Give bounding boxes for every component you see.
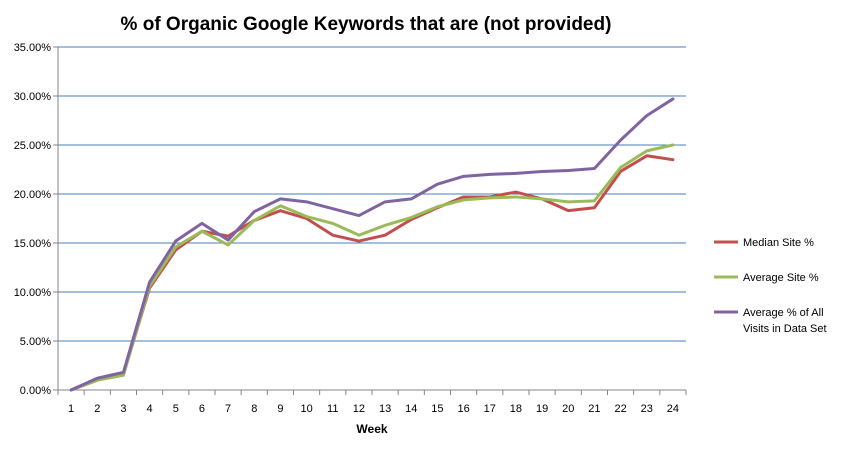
x-tick-label: 17 xyxy=(484,403,496,415)
axes xyxy=(53,46,687,395)
series-lines xyxy=(69,97,675,392)
series-line-2 xyxy=(69,143,675,392)
x-tick-label: 13 xyxy=(379,403,391,415)
legend-label-1: Median Site % xyxy=(743,237,814,249)
legend-label-3: Average % of All xyxy=(743,307,824,319)
gridlines xyxy=(58,46,686,342)
x-tick-label: 24 xyxy=(667,403,679,415)
x-tick-label: 5 xyxy=(173,403,179,415)
x-tick-label: 14 xyxy=(405,403,417,415)
series-line-1 xyxy=(69,154,675,392)
legend-label-3: Visits in Data Set xyxy=(743,323,827,335)
x-tick-label: 3 xyxy=(120,403,126,415)
series-line-3 xyxy=(69,97,675,392)
y-tick-label: 10.00% xyxy=(14,287,52,299)
x-tick-label: 11 xyxy=(327,403,338,415)
x-tick-label: 18 xyxy=(510,403,522,415)
y-tick-label: 30.00% xyxy=(14,91,52,103)
legend-label-2: Average Site % xyxy=(743,272,819,284)
y-axis-ticks: 0.00% 5.00% 10.00% 15.00% 20.00% 25.00% 30.00%… xyxy=(14,42,52,397)
y-tick-label: 25.00% xyxy=(14,140,52,152)
chart-title: % of Organic Google Keywords that are (n… xyxy=(121,14,612,35)
x-tick-label: 19 xyxy=(536,403,548,415)
x-tick-label: 15 xyxy=(431,403,443,415)
x-tick-label: 9 xyxy=(277,403,283,415)
y-tick-label: 15.00% xyxy=(14,238,52,250)
x-tick-label: 7 xyxy=(225,403,231,415)
y-tick-label: 0.00% xyxy=(20,385,51,397)
x-tick-label: 23 xyxy=(641,403,653,415)
y-tick-label: 20.00% xyxy=(14,189,52,201)
x-tick-label: 8 xyxy=(251,403,257,415)
legend: Median Site % Average Site % Average % of … xyxy=(714,237,827,335)
x-tick-label: 1 xyxy=(68,403,74,415)
x-tick-label: 21 xyxy=(588,403,600,415)
x-axis-ticks: 1 2 3 4 5 6 7 8 9 10 11 12 13 14 15 16 17 18 19 20 21 22 23 24 xyxy=(68,403,679,415)
x-tick-label: 2 xyxy=(94,403,100,415)
x-tick-label: 4 xyxy=(147,403,153,415)
x-tick-label: 20 xyxy=(562,403,574,415)
y-tick-label: 35.00% xyxy=(14,42,52,54)
y-tick-label: 5.00% xyxy=(20,336,51,348)
x-tick-label: 12 xyxy=(353,403,365,415)
x-tick-label: 22 xyxy=(614,403,626,415)
x-tick-label: 6 xyxy=(199,403,205,415)
x-tick-label: 16 xyxy=(457,403,469,415)
x-axis-label: Week xyxy=(356,422,387,436)
x-tick-label: 10 xyxy=(300,403,312,415)
